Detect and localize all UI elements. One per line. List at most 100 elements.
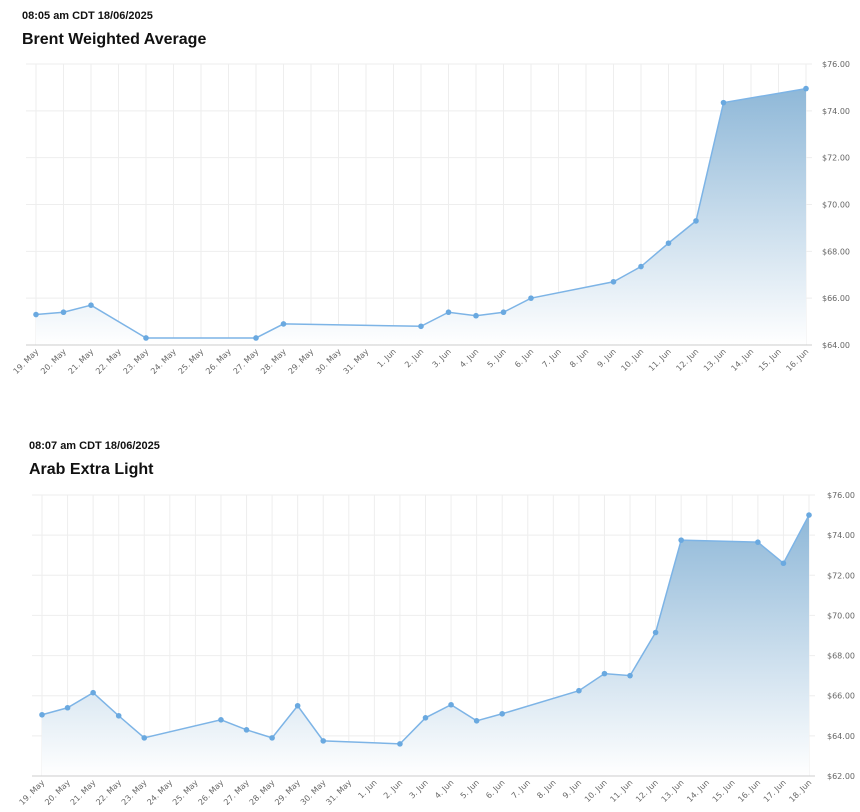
x-tick-label: 14. Jun <box>685 778 711 804</box>
data-point <box>678 537 684 543</box>
x-tick-label: 15. Jun <box>711 778 737 804</box>
x-tick-label: 7. Jun <box>541 347 563 369</box>
x-tick-label: 11. Jun <box>647 347 673 373</box>
data-point <box>653 630 659 636</box>
x-tick-label: 29. May <box>287 347 316 376</box>
x-tick-label: 7. Jun <box>510 778 532 800</box>
y-tick-label: $66.00 <box>827 692 855 701</box>
x-tick-label: 20. May <box>43 778 72 807</box>
x-tick-label: 9. Jun <box>596 347 618 369</box>
y-tick-label: $62.00 <box>827 772 855 781</box>
x-tick-label: 30. May <box>299 778 328 807</box>
data-point <box>499 711 505 717</box>
data-point <box>448 702 454 708</box>
data-point <box>218 717 224 723</box>
x-tick-label: 4. Jun <box>458 347 480 369</box>
x-tick-label: 16. Jun <box>784 347 810 373</box>
x-tick-label: 19. May <box>12 347 41 376</box>
data-point <box>638 264 644 270</box>
brent-area-chart: $64.00 $66.00 $68.00 $70.00 $72.00 $74.00 $76.… <box>0 0 860 400</box>
y-tick-label: $64.00 <box>822 341 850 350</box>
y-tick-label: $76.00 <box>822 60 850 69</box>
x-tick-label: 5. Jun <box>486 347 508 369</box>
x-tick-label: 25. May <box>177 347 206 376</box>
data-point <box>755 539 761 545</box>
data-point <box>781 560 787 566</box>
data-point <box>244 727 250 733</box>
y-tick-label: $66.00 <box>822 294 850 303</box>
x-tick-label: 3. Jun <box>431 347 453 369</box>
data-point <box>253 335 259 341</box>
x-tick-label: 6. Jun <box>484 778 506 800</box>
x-tick-label: 10. Jun <box>583 778 609 804</box>
data-point <box>65 705 71 711</box>
x-tick-label: 31. May <box>342 347 371 376</box>
data-point <box>693 218 699 224</box>
x-tick-label: 23. May <box>122 347 151 376</box>
y-tick-label: $70.00 <box>827 611 855 620</box>
data-point <box>446 309 452 315</box>
data-point <box>295 703 301 709</box>
x-tick-label: 26. May <box>197 778 226 807</box>
y-tick-label: $76.00 <box>827 491 855 500</box>
data-point <box>61 309 67 315</box>
data-point <box>721 100 727 106</box>
y-tick-label: $64.00 <box>827 732 855 741</box>
x-tick-label: 21. May <box>69 778 98 807</box>
x-tick-label: 17. Jun <box>762 778 788 804</box>
y-tick-label: $70.00 <box>822 201 850 210</box>
x-tick-label: 1. Jun <box>376 347 398 369</box>
x-tick-label: 12. Jun <box>674 347 700 373</box>
x-tick-label: 25. May <box>171 778 200 807</box>
x-tick-label: 30. May <box>314 347 343 376</box>
data-point <box>666 240 672 246</box>
data-point <box>528 295 534 301</box>
data-point <box>806 512 812 518</box>
data-point <box>473 313 479 319</box>
data-point <box>88 302 94 308</box>
data-point <box>602 671 608 677</box>
x-tick-label: 13. Jun <box>660 778 686 804</box>
x-tick-label: 23. May <box>120 778 149 807</box>
data-point <box>281 321 287 327</box>
x-tick-label: 11. Jun <box>608 778 634 804</box>
x-tick-label: 2. Jun <box>382 778 404 800</box>
x-tick-label: 8. Jun <box>535 778 557 800</box>
y-tick-label: $72.00 <box>822 154 850 163</box>
data-point <box>269 735 275 741</box>
x-tick-label: 3. Jun <box>408 778 430 800</box>
x-tick-label: 26. May <box>204 347 233 376</box>
x-tick-label: 4. Jun <box>433 778 455 800</box>
x-tick-label: 6. Jun <box>513 347 535 369</box>
data-point <box>141 735 147 741</box>
data-point <box>576 688 582 694</box>
data-point <box>320 738 326 744</box>
y-tick-label: $74.00 <box>827 531 855 540</box>
x-tick-label: 28. May <box>248 778 277 807</box>
x-tick-label: 16. Jun <box>736 778 762 804</box>
arab-extra-light-area-chart: $62.00 $64.00 $66.00 $68.00 $70.00 $72.00 $74.… <box>0 430 860 812</box>
y-tick-label: $74.00 <box>822 107 850 116</box>
x-tick-label: 29. May <box>273 778 302 807</box>
x-tick-label: 24. May <box>145 778 174 807</box>
data-point <box>39 712 45 718</box>
x-tick-label: 2. Jun <box>403 347 425 369</box>
x-tick-label: 21. May <box>67 347 96 376</box>
x-tick-label: 24. May <box>149 347 178 376</box>
x-tick-label: 27. May <box>232 347 261 376</box>
x-tick-label: 22. May <box>94 778 123 807</box>
data-point <box>803 86 809 92</box>
chart-panel-brent: 08:05 am CDT 18/06/2025 Brent Weighted A… <box>0 0 860 400</box>
x-tick-label: 14. Jun <box>729 347 755 373</box>
x-tick-label: 22. May <box>94 347 123 376</box>
x-tick-label: 8. Jun <box>568 347 590 369</box>
data-point <box>116 713 122 719</box>
x-tick-label: 27. May <box>222 778 251 807</box>
x-tick-label: 5. Jun <box>459 778 481 800</box>
x-tick-label: 15. Jun <box>757 347 783 373</box>
chart-panel-arab-extra-light: 08:07 am CDT 18/06/2025 Arab Extra Light… <box>0 430 860 812</box>
data-point <box>143 335 149 341</box>
data-point <box>397 741 403 747</box>
data-point <box>611 279 617 285</box>
data-point <box>501 309 507 315</box>
